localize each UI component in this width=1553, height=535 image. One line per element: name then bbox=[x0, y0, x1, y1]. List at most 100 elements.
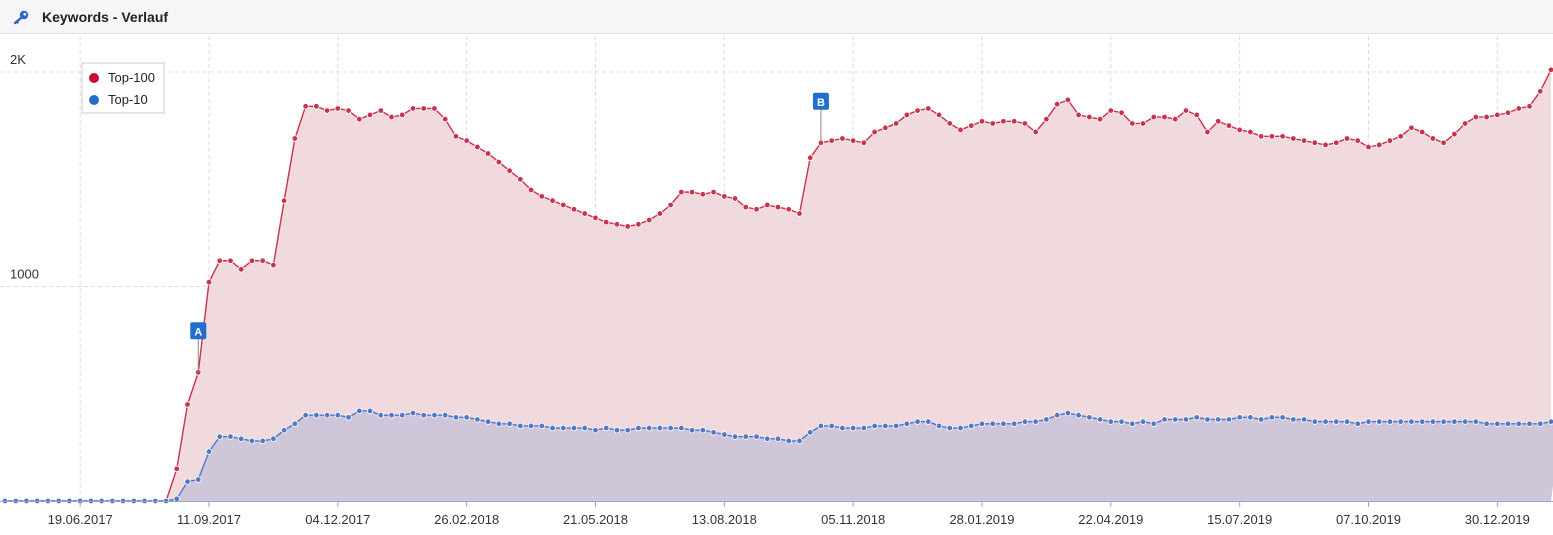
point-top100 bbox=[259, 257, 266, 264]
point-top10 bbox=[667, 424, 674, 432]
point-top10 bbox=[1461, 418, 1469, 425]
point-top100 bbox=[935, 111, 943, 119]
point-top10 bbox=[484, 418, 492, 425]
point-top10 bbox=[463, 414, 470, 421]
point-top100 bbox=[1472, 113, 1480, 121]
point-top100 bbox=[1386, 137, 1394, 144]
point-top100 bbox=[957, 126, 964, 134]
point-top10 bbox=[892, 422, 900, 430]
x-tick-label: 21.05.2018 bbox=[563, 512, 628, 527]
point-top100 bbox=[1096, 115, 1104, 123]
point-top100 bbox=[774, 203, 782, 211]
point-top10 bbox=[227, 433, 234, 440]
point-top100 bbox=[356, 115, 363, 123]
point-top100 bbox=[1247, 128, 1254, 136]
point-top100 bbox=[184, 401, 191, 408]
point-top10 bbox=[1129, 420, 1136, 427]
point-top10 bbox=[1150, 420, 1157, 427]
point-top10 bbox=[882, 422, 889, 430]
legend-item-top10[interactable]: Top-10 bbox=[89, 92, 148, 107]
point-top100 bbox=[731, 195, 739, 202]
point-top100 bbox=[871, 128, 878, 136]
point-top100 bbox=[1236, 126, 1243, 134]
point-top100 bbox=[667, 201, 674, 209]
legend-item-top100[interactable]: Top-100 bbox=[89, 70, 155, 85]
point-top100 bbox=[914, 107, 921, 114]
point-top100 bbox=[978, 118, 986, 125]
point-top10 bbox=[774, 435, 782, 442]
point-top100 bbox=[216, 257, 223, 264]
point-top100 bbox=[484, 150, 492, 157]
point-top10 bbox=[688, 427, 696, 434]
point-top10 bbox=[1343, 418, 1351, 425]
point-top100 bbox=[1225, 122, 1233, 129]
point-top100 bbox=[581, 210, 588, 217]
point-top100 bbox=[1354, 137, 1361, 144]
point-top100 bbox=[452, 133, 460, 140]
point-top10 bbox=[388, 412, 395, 419]
point-top100 bbox=[1343, 135, 1351, 142]
point-top100 bbox=[1322, 141, 1329, 149]
point-top100 bbox=[1010, 118, 1018, 125]
point-top10 bbox=[957, 424, 964, 432]
x-tick-label: 30.12.2019 bbox=[1465, 512, 1530, 527]
point-top10 bbox=[195, 476, 202, 483]
point-top100 bbox=[721, 193, 728, 200]
point-top100 bbox=[1504, 109, 1512, 116]
point-top10 bbox=[1204, 416, 1211, 423]
key-icon bbox=[13, 10, 29, 25]
legend-marker-top100 bbox=[89, 73, 99, 83]
point-top10 bbox=[560, 424, 567, 432]
annotation-marker-a[interactable]: A bbox=[190, 322, 207, 373]
panel-header: Keywords - Verlauf bbox=[0, 0, 1553, 34]
point-top100 bbox=[1418, 128, 1426, 136]
point-top100 bbox=[656, 210, 664, 217]
point-top100 bbox=[1204, 128, 1211, 136]
point-top10 bbox=[377, 412, 384, 419]
point-top100 bbox=[1408, 124, 1415, 131]
point-top100 bbox=[678, 188, 685, 196]
point-top100 bbox=[1461, 120, 1469, 127]
point-top10 bbox=[420, 412, 427, 419]
point-top10 bbox=[807, 429, 814, 436]
point-top100 bbox=[1193, 111, 1200, 119]
point-top10 bbox=[1311, 418, 1319, 425]
point-top10 bbox=[1408, 418, 1415, 425]
point-top100 bbox=[699, 191, 707, 198]
point-top10 bbox=[613, 427, 621, 434]
point-top10 bbox=[474, 416, 481, 423]
annotation-marker-b[interactable]: B bbox=[812, 92, 829, 143]
point-top100 bbox=[882, 124, 889, 131]
point-top100 bbox=[796, 210, 803, 217]
point-top100 bbox=[1440, 139, 1447, 146]
point-top100 bbox=[227, 257, 234, 264]
point-top10 bbox=[1053, 412, 1061, 419]
x-tick-label: 22.04.2019 bbox=[1078, 512, 1143, 527]
point-top100 bbox=[399, 111, 406, 119]
point-top100 bbox=[538, 193, 546, 200]
point-top10 bbox=[366, 407, 374, 415]
point-top100 bbox=[323, 107, 331, 114]
point-top100 bbox=[280, 197, 288, 204]
point-top10 bbox=[925, 418, 932, 425]
point-top100 bbox=[688, 188, 696, 196]
point-top100 bbox=[313, 103, 320, 110]
point-top100 bbox=[302, 103, 309, 110]
point-top10 bbox=[570, 424, 578, 432]
point-top10 bbox=[624, 427, 631, 434]
point-top100 bbox=[1483, 113, 1490, 121]
point-top10 bbox=[1161, 416, 1168, 423]
point-top100 bbox=[420, 105, 427, 112]
point-top10 bbox=[742, 433, 749, 440]
point-top100 bbox=[570, 206, 578, 213]
legend-marker-top10 bbox=[89, 95, 99, 105]
point-top100 bbox=[1365, 143, 1372, 151]
point-top10 bbox=[1322, 418, 1329, 425]
point-top10 bbox=[678, 424, 685, 432]
point-top10 bbox=[796, 437, 803, 445]
x-tick-label: 15.07.2019 bbox=[1207, 512, 1272, 527]
point-top100 bbox=[1000, 118, 1007, 125]
point-top10 bbox=[270, 435, 277, 442]
point-top100 bbox=[989, 120, 996, 127]
point-top10 bbox=[1010, 420, 1018, 427]
